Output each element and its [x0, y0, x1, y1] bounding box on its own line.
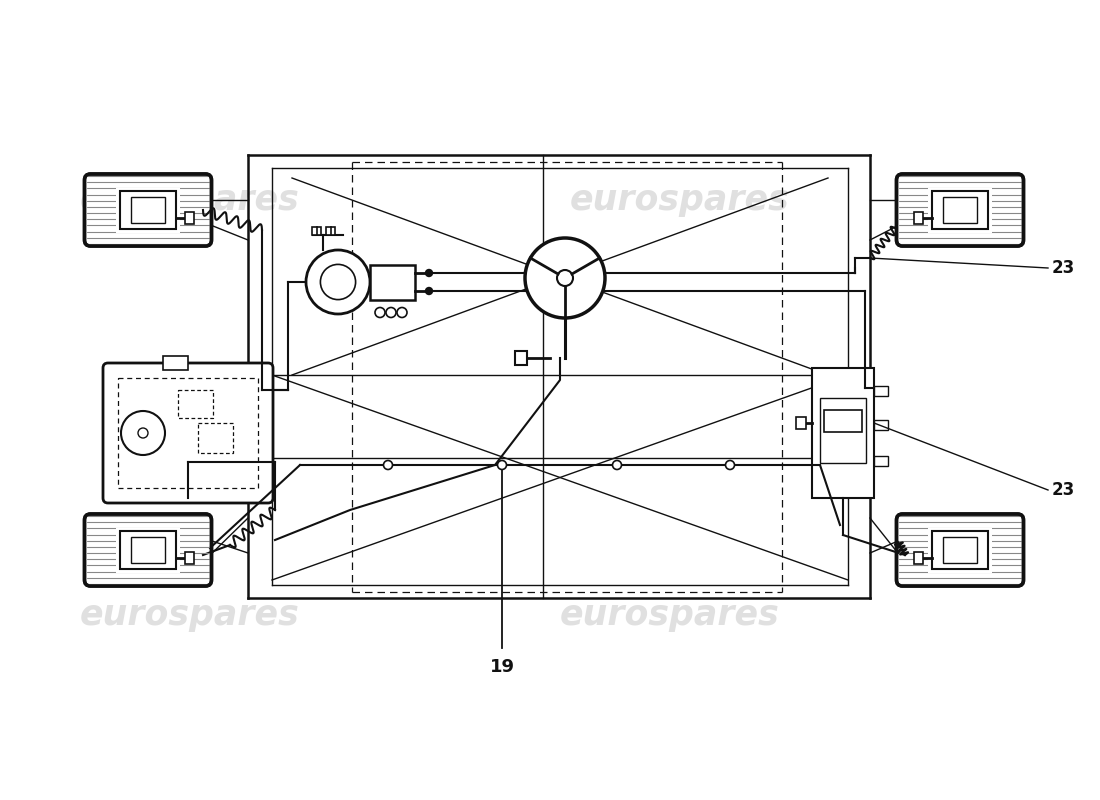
Bar	[874, 420, 888, 430]
Bar	[186, 212, 195, 224]
Bar	[178, 390, 213, 418]
Circle shape	[121, 411, 165, 455]
Bar	[943, 537, 977, 563]
Bar	[928, 527, 991, 573]
Bar	[370, 265, 415, 299]
Circle shape	[138, 428, 148, 438]
Bar	[874, 386, 888, 396]
Bar	[824, 410, 862, 432]
FancyBboxPatch shape	[103, 363, 273, 503]
FancyBboxPatch shape	[896, 514, 1023, 586]
FancyBboxPatch shape	[85, 514, 211, 586]
Circle shape	[497, 461, 506, 470]
Bar	[820, 398, 866, 463]
Text: eurospares: eurospares	[560, 598, 780, 632]
Circle shape	[726, 461, 735, 470]
Bar	[932, 191, 989, 229]
Bar	[117, 187, 179, 233]
Circle shape	[426, 270, 432, 277]
Circle shape	[525, 238, 605, 318]
Text: eurospares: eurospares	[80, 183, 300, 217]
Bar	[796, 417, 806, 429]
Text: eurospares: eurospares	[570, 183, 790, 217]
Bar	[131, 197, 165, 223]
Bar	[812, 368, 874, 498]
Circle shape	[306, 250, 370, 314]
Bar	[312, 227, 321, 235]
FancyBboxPatch shape	[896, 174, 1023, 246]
Circle shape	[397, 307, 407, 318]
Bar	[118, 378, 258, 488]
Bar	[943, 197, 977, 223]
Bar	[913, 212, 923, 224]
Bar	[198, 423, 233, 453]
Bar	[932, 531, 989, 569]
Bar	[326, 227, 336, 235]
Circle shape	[386, 307, 396, 318]
Bar	[163, 356, 188, 370]
Circle shape	[613, 461, 621, 470]
Text: 23: 23	[1052, 259, 1076, 277]
Text: eurospares: eurospares	[80, 598, 300, 632]
Bar	[120, 531, 176, 569]
Text: 19: 19	[490, 658, 515, 676]
Bar	[928, 187, 991, 233]
Bar	[515, 351, 527, 365]
Bar	[120, 191, 176, 229]
Circle shape	[426, 287, 432, 294]
Circle shape	[384, 461, 393, 470]
Text: 23: 23	[1052, 481, 1076, 499]
Bar	[131, 537, 165, 563]
FancyBboxPatch shape	[85, 174, 211, 246]
Circle shape	[557, 270, 573, 286]
Bar	[913, 552, 923, 564]
Circle shape	[375, 307, 385, 318]
Bar	[186, 552, 195, 564]
Bar	[874, 456, 888, 466]
Bar	[117, 527, 179, 573]
Circle shape	[320, 264, 355, 300]
